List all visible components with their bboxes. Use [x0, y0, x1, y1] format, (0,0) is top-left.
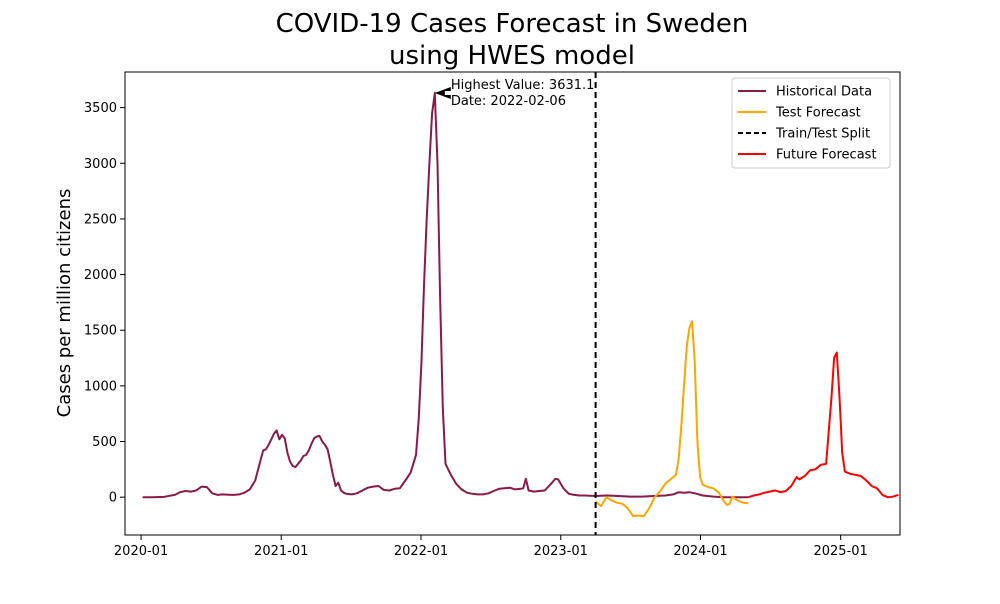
annotation: Highest Value: 3631.1 Date: 2022-02-06	[434, 78, 595, 109]
y-tick-label: 2000	[84, 268, 117, 283]
x-tick-label: 2020-01	[114, 544, 168, 559]
annotation-line1: Highest Value: 3631.1	[451, 78, 595, 93]
x-tick-label: 2022-01	[394, 544, 448, 559]
legend-label-historical-data: Historical Data	[776, 85, 872, 100]
plot-frame	[124, 71, 901, 536]
legend-label-future-forecast: Future Forecast	[776, 148, 877, 163]
annotation-arrow-icon	[434, 87, 451, 100]
legend-label-test-forecast: Test Forecast	[775, 106, 861, 121]
legend: Historical Data Test Forecast Train/Test S…	[731, 77, 891, 169]
chart-title-line1: COVID-19 Cases Forecast in Sweden	[276, 9, 749, 39]
y-tick-label: 3500	[84, 101, 117, 116]
x-tick-label: 2024-01	[673, 544, 727, 559]
y-axis: 0 500 1000 1500 2000 2500 3000 3500	[84, 101, 125, 506]
legend-label-train-test-split: Train/Test Split	[775, 127, 870, 142]
legend-box	[731, 77, 891, 169]
y-tick-label: 2500	[84, 212, 117, 227]
y-tick-label: 500	[92, 435, 117, 450]
x-tick-label: 2025-01	[813, 544, 867, 559]
y-tick-label: 0	[109, 491, 117, 506]
chart-title-line2: using HWES model	[389, 41, 635, 71]
y-tick-label: 1000	[84, 379, 117, 394]
series-layer	[142, 92, 899, 518]
y-tick-label: 3000	[84, 157, 117, 172]
x-axis: 2020-01 2021-01 2022-01 2023-01 2024-01 2025-…	[114, 535, 868, 559]
series-line-test-forecast	[594, 320, 749, 518]
y-axis-label: Cases per million citizens	[54, 189, 75, 418]
y-tick-label: 1500	[84, 324, 117, 339]
x-tick-label: 2023-01	[534, 544, 588, 559]
series-line-historical-data	[142, 92, 749, 499]
series-line-future-forecast	[748, 351, 899, 499]
x-tick-label: 2021-01	[254, 544, 308, 559]
annotation-line2: Date: 2022-02-06	[451, 94, 566, 109]
